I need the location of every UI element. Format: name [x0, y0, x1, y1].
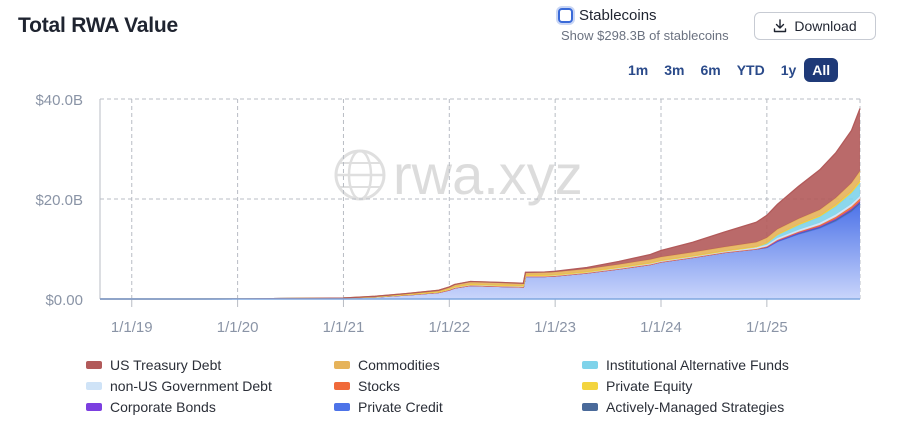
legend-item[interactable]: Institutional Alternative Funds	[582, 357, 789, 373]
range-button-6m[interactable]: 6m	[700, 62, 721, 78]
legend-item[interactable]: US Treasury Debt	[86, 357, 221, 373]
stablecoins-checkbox[interactable]	[558, 8, 573, 23]
legend-swatch	[582, 403, 598, 411]
x-tick-label: 1/1/19	[111, 319, 153, 336]
time-range-selector: 1m 3m 6m YTD 1y All	[620, 58, 839, 82]
stablecoins-subtext: Show $298.3B of stablecoins	[561, 28, 729, 43]
stablecoins-toggle-group[interactable]: Stablecoins Show $298.3B of stablecoins	[558, 7, 729, 43]
legend-label: Stocks	[358, 378, 401, 394]
legend-swatch	[86, 403, 102, 411]
line-us-treasury-debt	[100, 108, 861, 300]
legend-swatch	[334, 403, 350, 411]
legend-item[interactable]: Actively-Managed Strategies	[582, 399, 784, 415]
x-tick-label: 1/1/25	[746, 319, 788, 336]
range-button-1y[interactable]: 1y	[780, 62, 797, 78]
legend-label: Private Credit	[358, 399, 443, 415]
range-button-ytd[interactable]: YTD	[736, 62, 765, 78]
area-us-treasury-debt	[100, 108, 860, 299]
legend-swatch	[86, 361, 102, 369]
y-tick-label: $40.0B	[35, 92, 83, 109]
legend-label: US Treasury Debt	[110, 357, 222, 373]
stablecoins-label[interactable]: Stablecoins	[579, 7, 657, 24]
x-tick-label: 1/1/22	[428, 319, 470, 336]
legend-item[interactable]: Corporate Bonds	[86, 399, 216, 415]
x-tick-label: 1/1/20	[217, 319, 259, 336]
legend-label: Corporate Bonds	[110, 399, 216, 415]
range-button-3m[interactable]: 3m	[664, 62, 685, 78]
legend-swatch	[334, 361, 350, 369]
legend-swatch	[334, 382, 350, 390]
legend-swatch	[582, 361, 598, 369]
x-tick-label: 1/1/23	[534, 319, 576, 336]
legend-item[interactable]: Commodities	[334, 357, 440, 373]
legend-label: Commodities	[358, 357, 440, 373]
legend-item[interactable]: Stocks	[334, 378, 400, 394]
legend-label: Institutional Alternative Funds	[606, 357, 789, 373]
y-tick-label: $20.0B	[35, 192, 83, 209]
legend-item[interactable]: Private Credit	[334, 399, 443, 415]
watermark: rwa.xyz	[334, 143, 583, 206]
area-private-credit	[100, 204, 860, 299]
x-tick-label: 1/1/24	[640, 319, 682, 336]
legend-label: Actively-Managed Strategies	[606, 399, 785, 415]
chart-title: Total RWA Value	[18, 14, 178, 37]
legend-label: non-US Government Debt	[110, 378, 272, 394]
range-button-1m[interactable]: 1m	[628, 62, 649, 78]
legend-swatch	[582, 382, 598, 390]
legend-label: Private Equity	[606, 378, 693, 394]
range-button-all[interactable]: All	[804, 58, 839, 82]
rwa-area-chart: rwa.xyz $40.0B $20.0B $0.00 1/1/19 1/1/20 1/1/…	[35, 92, 861, 336]
legend-item[interactable]: Private Equity	[582, 378, 692, 394]
y-tick-label: $0.00	[45, 292, 83, 309]
legend-swatch	[86, 382, 102, 390]
x-tick-label: 1/1/21	[323, 319, 365, 336]
legend-item[interactable]: non-US Government Debt	[86, 378, 272, 394]
download-button[interactable]: Download	[754, 12, 876, 40]
watermark-text: rwa.xyz	[393, 143, 583, 206]
download-icon	[774, 19, 787, 33]
download-label: Download	[794, 18, 857, 34]
